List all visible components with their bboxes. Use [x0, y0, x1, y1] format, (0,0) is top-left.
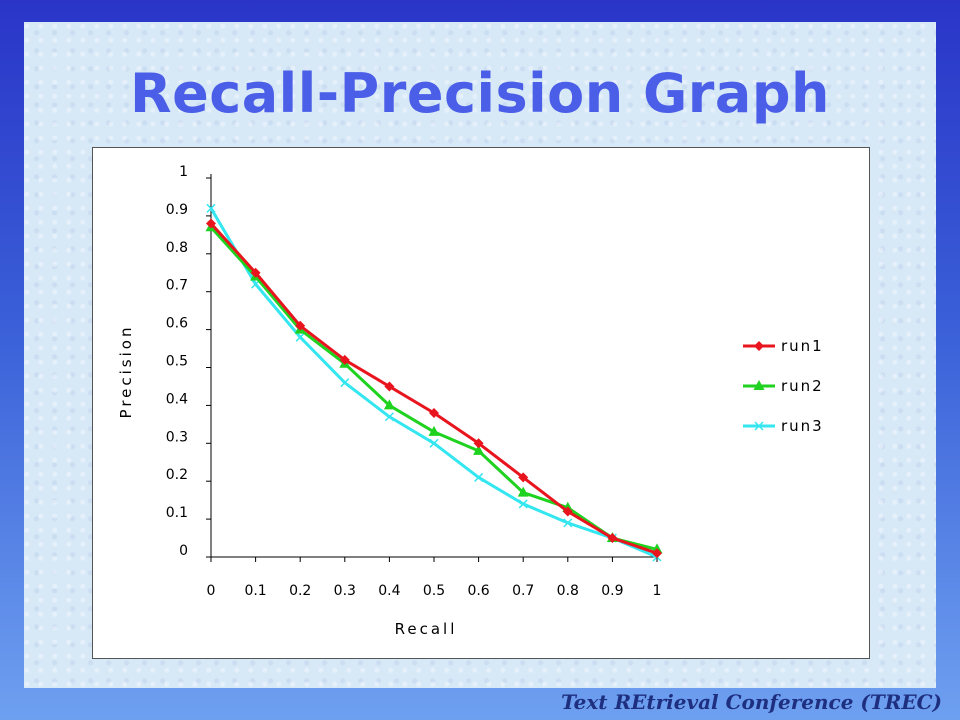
- run3-point: [474, 472, 484, 482]
- run1-point: [384, 381, 395, 392]
- y-tick-label: 0.7: [166, 278, 188, 294]
- run1-point: [562, 506, 573, 517]
- run1-point: [295, 320, 306, 331]
- run1-point: [518, 472, 529, 483]
- run2-point: [473, 444, 485, 455]
- run1-point: [206, 218, 216, 229]
- run3-point: [429, 438, 439, 448]
- run3-point: [563, 518, 573, 528]
- run1-point: [652, 548, 662, 559]
- run1-point: [250, 267, 261, 278]
- run2-point: [428, 425, 440, 436]
- y-axis-title: Precision: [117, 325, 135, 419]
- recall-precision-chart: 0 0.1 0.2 0.3 0.4 0.5 0.6 0.7 0.8 0.9 1 0 0.1 0.2 0.3 0…: [117, 164, 824, 638]
- x-tick-label: 0.3: [334, 583, 356, 599]
- run1-point: [429, 407, 439, 418]
- legend-label-run3: run3: [781, 417, 824, 435]
- y-tick-label: 0.3: [166, 429, 188, 445]
- slide-background: Recall-Precision Graph 0 0.1 0.2 0.3 0.4 0.5 0…: [24, 22, 936, 688]
- chart-area: 0 0.1 0.2 0.3 0.4 0.5 0.6 0.7 0.8 0.9 1 0 0.1 0.2 0.3 0…: [92, 147, 870, 659]
- run3-point: [518, 499, 528, 509]
- y-tick-label: 0.1: [166, 505, 188, 521]
- x-tick-label: 0.2: [289, 583, 311, 599]
- run1-point: [473, 438, 484, 449]
- y-tick-label: 0.8: [166, 240, 188, 256]
- x-tick-label: 0.8: [557, 583, 579, 599]
- x-tick-label: 0.4: [378, 583, 400, 599]
- run3-point: [206, 203, 216, 213]
- footer-text: Text REtrieval Conference (TREC): [561, 690, 942, 714]
- x-tick-label: 0.5: [423, 583, 445, 599]
- x-axis-title: Recall: [395, 620, 458, 638]
- legend-marker-run2: [753, 380, 765, 390]
- run3-point: [384, 412, 394, 422]
- run2-point: [383, 399, 395, 410]
- y-tick-label: 0.6: [166, 316, 188, 332]
- y-tick-label: 1: [179, 164, 188, 180]
- y-tick-label: 0.4: [166, 391, 188, 407]
- legend-label-run1: run1: [781, 337, 824, 355]
- x-tick-label: 0: [207, 583, 216, 599]
- x-tick-label: 0.1: [244, 583, 266, 599]
- x-tick-label: 0.6: [467, 583, 489, 599]
- x-tick-label: 0.9: [601, 583, 623, 599]
- legend-label-run2: run2: [781, 377, 824, 395]
- run3-point: [340, 378, 350, 388]
- legend-marker-run1: [754, 341, 764, 351]
- y-tick-label: 0.9: [166, 202, 188, 218]
- slide-title: Recall-Precision Graph: [130, 62, 830, 125]
- y-tick-label: 0.2: [166, 467, 188, 483]
- run3-point: [295, 332, 305, 342]
- y-tick-label: 0.5: [166, 354, 188, 370]
- run2-point: [517, 486, 529, 497]
- legend-marker-run3: [754, 421, 764, 431]
- x-tick-label: 0.7: [512, 583, 534, 599]
- run1-point: [607, 533, 618, 544]
- x-tick-label: 1: [653, 583, 662, 599]
- run2-line: [209, 226, 658, 551]
- run1-line: [209, 222, 658, 555]
- y-tick-label: 0: [179, 543, 188, 559]
- run1-point: [339, 354, 350, 365]
- run3-line: [209, 207, 658, 559]
